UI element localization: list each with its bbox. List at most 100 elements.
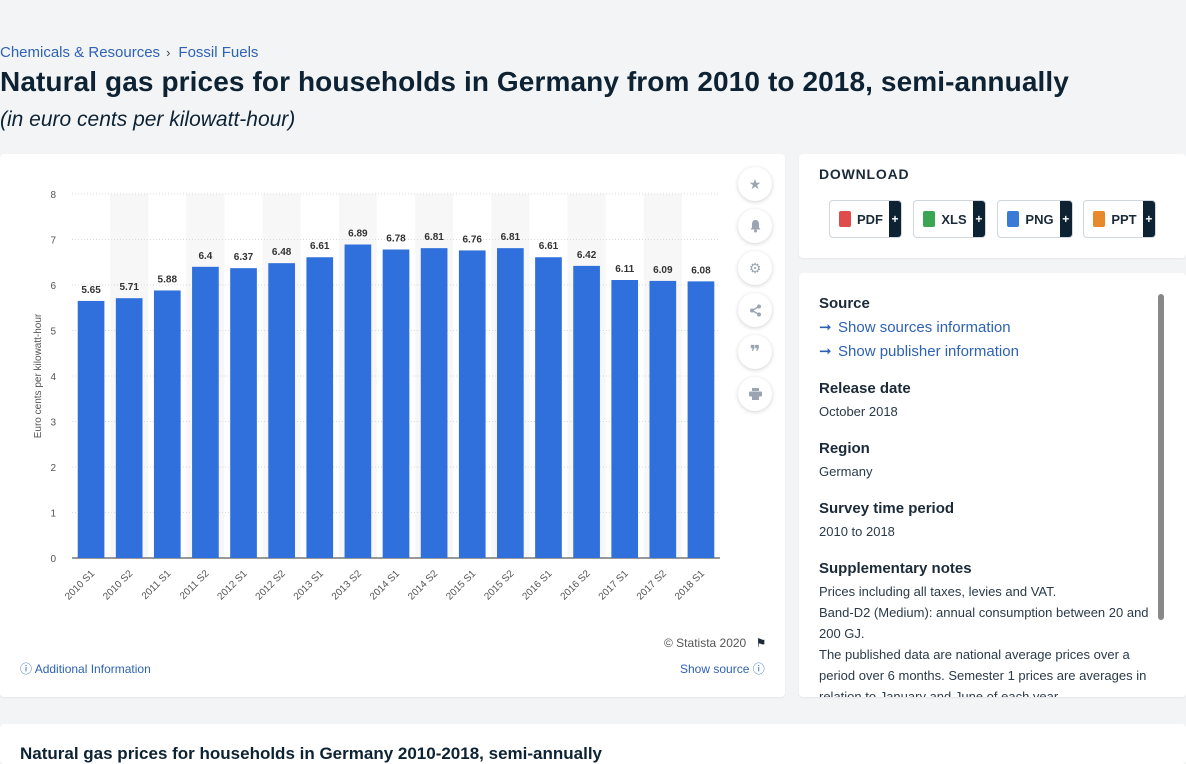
supplementary-notes-2: Band-D2 (Medium): annual consumption bet… bbox=[819, 605, 1149, 641]
bar bbox=[268, 263, 295, 558]
show-publisher-link[interactable]: ➞ Show publisher information bbox=[819, 340, 1154, 364]
bar bbox=[153, 290, 181, 558]
bell-icon bbox=[750, 220, 760, 233]
panel-scrollbar[interactable] bbox=[1158, 294, 1164, 620]
bar-value-label: 6.09 bbox=[653, 265, 673, 276]
download-xls-button[interactable]: XLS + bbox=[913, 200, 986, 238]
breadcrumb-separator: › bbox=[166, 45, 171, 60]
ppt-file-icon bbox=[1093, 211, 1106, 227]
print-button[interactable] bbox=[738, 377, 772, 411]
bar-value-label: 6.4 bbox=[198, 251, 212, 262]
x-tick-label: 2014 S2 bbox=[406, 568, 440, 602]
release-date-value: October 2018 bbox=[819, 404, 898, 419]
bar-value-label: 6.81 bbox=[501, 232, 521, 243]
x-tick-label: 2011 S1 bbox=[140, 568, 174, 602]
arrow-right-icon: ➞ bbox=[819, 319, 832, 336]
show-sources-label: Show sources information bbox=[838, 319, 1011, 336]
download-png-label: PNG bbox=[1025, 211, 1054, 227]
survey-period-value: 2010 to 2018 bbox=[819, 524, 895, 539]
show-sources-link[interactable]: ➞ Show sources information bbox=[819, 316, 1154, 340]
info-icon: ⓘ bbox=[20, 662, 33, 676]
bar-value-label: 5.65 bbox=[81, 285, 101, 296]
bar bbox=[458, 250, 486, 559]
supplementary-notes-1: Prices including all taxes, levies and V… bbox=[819, 584, 1057, 599]
bar bbox=[535, 257, 562, 558]
bar-value-label: 6.61 bbox=[539, 241, 559, 252]
bar bbox=[573, 265, 600, 558]
bar bbox=[420, 248, 448, 558]
y-tick-label: 7 bbox=[50, 236, 56, 247]
y-tick-label: 8 bbox=[50, 190, 56, 201]
bar bbox=[230, 268, 257, 558]
notification-button[interactable] bbox=[738, 209, 772, 243]
y-tick-label: 1 bbox=[50, 509, 56, 520]
x-tick-label: 2017 S2 bbox=[635, 568, 669, 602]
x-tick-label: 2011 S2 bbox=[178, 568, 212, 602]
bar-value-label: 6.48 bbox=[272, 247, 292, 258]
quote-icon: ❞ bbox=[749, 341, 761, 362]
page-subtitle: (in euro cents per kilowatt-hour) bbox=[0, 108, 296, 131]
download-pdf-label: PDF bbox=[857, 211, 883, 227]
y-tick-label: 4 bbox=[50, 372, 56, 383]
bar-value-label: 6.76 bbox=[463, 234, 483, 245]
bottom-card: Natural gas prices for households in Ger… bbox=[0, 724, 1186, 764]
show-source-link[interactable]: Show source ⓘ bbox=[680, 660, 765, 677]
bar-chart: 0 1 2 3 4 5 6 7 8 Euro cents per kilowatt-hour 5.6… bbox=[33, 190, 720, 602]
source-heading: Source bbox=[819, 295, 870, 312]
y-tick-label: 3 bbox=[50, 418, 56, 429]
x-tick-label: 2014 S1 bbox=[368, 568, 402, 602]
bar bbox=[687, 281, 715, 558]
bottom-title: Natural gas prices for households in Ger… bbox=[20, 744, 602, 763]
bar-value-label: 6.78 bbox=[386, 234, 406, 245]
arrow-right-icon: ➞ bbox=[819, 343, 832, 360]
x-tick-label: 2012 S1 bbox=[216, 568, 250, 602]
bar bbox=[497, 248, 524, 558]
bar bbox=[115, 298, 143, 558]
share-icon bbox=[749, 304, 761, 316]
additional-information-link[interactable]: ⓘ Additional Information bbox=[20, 660, 151, 677]
release-date-heading: Release date bbox=[819, 380, 911, 397]
plus-icon: + bbox=[1059, 201, 1072, 237]
bar-value-label: 6.81 bbox=[424, 232, 444, 243]
copyright-text: © Statista 2020 bbox=[664, 636, 747, 650]
download-png-button[interactable]: PNG + bbox=[997, 200, 1073, 238]
x-tick-label: 2010 S2 bbox=[101, 568, 135, 602]
flag-icon[interactable]: ⚑ bbox=[755, 636, 767, 650]
x-tick-label: 2013 S1 bbox=[292, 568, 326, 602]
share-button[interactable] bbox=[738, 293, 772, 327]
download-title: DOWNLOAD bbox=[819, 166, 910, 182]
bar bbox=[77, 300, 105, 558]
y-tick-label: 5 bbox=[50, 327, 56, 338]
plus-icon: + bbox=[889, 201, 901, 237]
download-ppt-button[interactable]: PPT + bbox=[1083, 200, 1156, 238]
show-source-label: Show source bbox=[680, 662, 750, 676]
breadcrumb-link-chemicals[interactable]: Chemicals & Resources bbox=[0, 44, 161, 61]
additional-information-label: Additional Information bbox=[34, 662, 151, 676]
region-value: Germany bbox=[819, 464, 873, 479]
breadcrumb: Chemicals & Resources › Fossil Fuels bbox=[0, 44, 258, 61]
statistic-info-panel: Source ➞ Show sources information ➞ Show p… bbox=[799, 273, 1186, 697]
star-icon: ★ bbox=[748, 175, 762, 192]
top-bar bbox=[0, 0, 1186, 38]
supplementary-notes-3: The published data are national average … bbox=[819, 647, 1147, 697]
xls-file-icon bbox=[923, 211, 936, 227]
bar bbox=[192, 266, 219, 558]
bar-value-label: 6.11 bbox=[615, 264, 634, 275]
y-axis-title: Euro cents per kilowatt-hour bbox=[33, 313, 44, 438]
download-ppt-label: PPT bbox=[1111, 211, 1137, 227]
x-tick-label: 2016 S1 bbox=[520, 568, 554, 602]
settings-button[interactable]: ⚙ bbox=[738, 251, 772, 285]
favorite-button[interactable]: ★ bbox=[738, 167, 772, 201]
x-tick-label: 2012 S2 bbox=[254, 568, 288, 602]
page-title: Natural gas prices for households in Ger… bbox=[0, 66, 1069, 97]
x-tick-label: 2010 S1 bbox=[63, 568, 97, 602]
y-tick-label: 2 bbox=[50, 463, 56, 474]
show-publisher-label: Show publisher information bbox=[838, 343, 1019, 360]
cite-button[interactable]: ❞ bbox=[738, 335, 772, 369]
bar-value-label: 5.88 bbox=[158, 274, 178, 285]
png-file-icon bbox=[1007, 211, 1020, 227]
survey-period-heading: Survey time period bbox=[819, 500, 955, 517]
breadcrumb-link-fossil-fuels[interactable]: Fossil Fuels bbox=[178, 44, 259, 61]
x-tick-label: 2015 S2 bbox=[482, 568, 516, 602]
download-pdf-button[interactable]: PDF + bbox=[829, 200, 902, 238]
